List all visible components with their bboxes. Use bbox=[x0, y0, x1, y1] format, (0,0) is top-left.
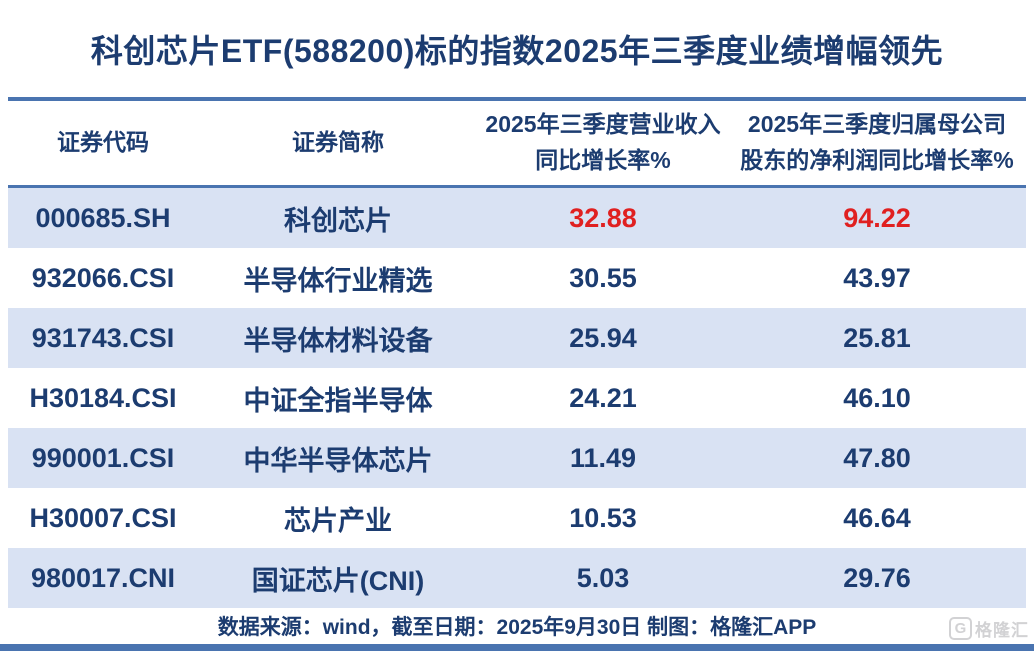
data-source-note: 数据来源：wind，截至日期：2025年9月30日 制图：格隆汇APP bbox=[217, 616, 817, 639]
cell-profit-growth: 47.80 bbox=[843, 442, 911, 473]
cell-name: 国证芯片(CNI) bbox=[251, 565, 425, 596]
title-area: 科创芯片ETF(588200)标的指数2025年三季度业绩增幅领先 bbox=[0, 0, 1034, 97]
cell-profit-growth: 29.76 bbox=[843, 562, 911, 593]
cell-profit-growth: 94.22 bbox=[843, 202, 911, 233]
cell-profit-growth: 43.97 bbox=[843, 262, 911, 293]
table-header-row: 证券代码 证券简称 2025年三季度营业收入 同比增长率% 2025年三季度归属… bbox=[8, 101, 1026, 185]
cell-revenue-growth: 5.03 bbox=[576, 562, 630, 593]
cell-code: H30007.CSI bbox=[29, 502, 177, 533]
bottom-accent-bar bbox=[0, 644, 1034, 651]
cell-name: 中证全指半导体 bbox=[243, 385, 433, 416]
column-header-name: 证券简称 bbox=[292, 129, 384, 156]
title-divider bbox=[8, 97, 1026, 101]
table-row: 980017.CNI 国证芯片(CNI) 5.03 29.76 bbox=[8, 548, 1026, 608]
column-header-profit-growth-line1: 2025年三季度归属母公司 bbox=[747, 111, 1007, 138]
cell-profit-growth: 25.81 bbox=[843, 322, 911, 353]
cell-revenue-growth: 24.21 bbox=[569, 382, 637, 413]
column-header-code: 证券代码 bbox=[57, 129, 149, 156]
cell-revenue-growth: 30.55 bbox=[569, 262, 637, 293]
column-header-profit-growth: 2025年三季度归属母公司 股东的净利润同比增长率% bbox=[728, 107, 1026, 178]
table-row: 990001.CSI 中华半导体芯片 11.49 47.80 bbox=[8, 428, 1026, 488]
table-row: 000685.SH 科创芯片 32.88 94.22 bbox=[8, 188, 1026, 248]
table-row: 932066.CSI 半导体行业精选 30.55 43.97 bbox=[8, 248, 1026, 308]
page-title: 科创芯片ETF(588200)标的指数2025年三季度业绩增幅领先 bbox=[90, 32, 944, 69]
cell-code: 000685.SH bbox=[35, 202, 171, 233]
cell-name: 科创芯片 bbox=[284, 205, 392, 236]
cell-code: H30184.CSI bbox=[29, 382, 177, 413]
column-header-profit-growth-line2: 股东的净利润同比增长率% bbox=[740, 147, 1014, 173]
cell-code: 990001.CSI bbox=[31, 442, 175, 473]
header-divider bbox=[8, 185, 1026, 188]
cell-name: 半导体材料设备 bbox=[243, 325, 433, 356]
gelonghui-logo-icon: G bbox=[949, 617, 972, 640]
cell-revenue-growth: 11.49 bbox=[569, 442, 637, 473]
cell-name: 芯片产业 bbox=[284, 505, 392, 536]
footer-area: 数据来源：wind，截至日期：2025年9月30日 制图：格隆汇APP bbox=[0, 608, 1034, 644]
table-row: H30007.CSI 芯片产业 10.53 46.64 bbox=[8, 488, 1026, 548]
cell-profit-growth: 46.64 bbox=[843, 502, 911, 533]
cell-code: 980017.CNI bbox=[30, 562, 176, 593]
cell-name: 中华半导体芯片 bbox=[243, 445, 433, 476]
gelonghui-watermark: G 格隆汇 bbox=[949, 616, 1029, 641]
column-header-revenue-growth-line1: 2025年三季度营业收入 bbox=[485, 111, 721, 138]
column-header-revenue-growth: 2025年三季度营业收入 同比增长率% bbox=[478, 107, 728, 178]
cell-name: 半导体行业精选 bbox=[243, 265, 433, 296]
table-row: H30184.CSI 中证全指半导体 24.21 46.10 bbox=[8, 368, 1026, 428]
column-header-revenue-growth-line2: 同比增长率% bbox=[535, 147, 671, 173]
cell-profit-growth: 46.10 bbox=[843, 382, 911, 413]
cell-code: 931743.CSI bbox=[31, 322, 175, 353]
cell-revenue-growth: 25.94 bbox=[569, 322, 637, 353]
cell-code: 932066.CSI bbox=[31, 262, 175, 293]
cell-revenue-growth: 10.53 bbox=[569, 502, 637, 533]
gelonghui-logo-text: 格隆汇 bbox=[975, 621, 1029, 640]
table-row: 931743.CSI 半导体材料设备 25.94 25.81 bbox=[8, 308, 1026, 368]
cell-revenue-growth: 32.88 bbox=[569, 202, 637, 233]
